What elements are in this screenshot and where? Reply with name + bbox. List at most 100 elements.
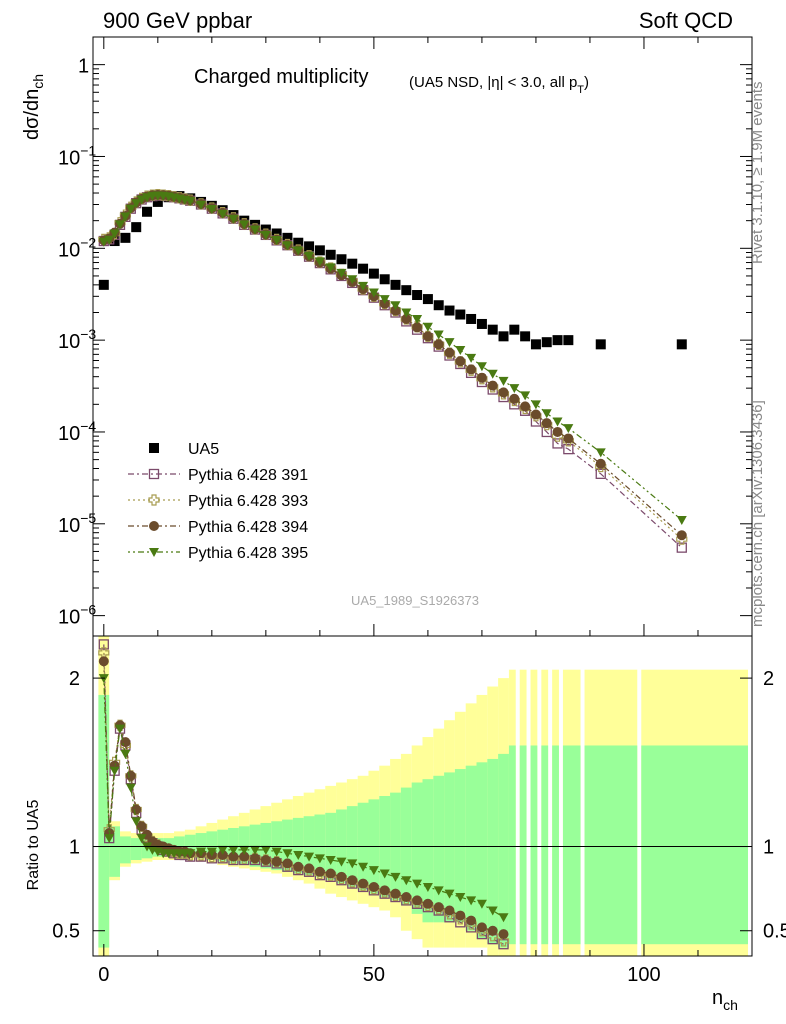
ratio-series-line xyxy=(103,661,504,935)
side-label-rivet: Rivet 3.1.10, ≥ 1.9M events xyxy=(749,82,766,265)
main-data-point xyxy=(595,339,606,350)
ratio-band-green-bin xyxy=(184,834,196,857)
main-data-point xyxy=(530,409,541,420)
ratio-data-point xyxy=(347,859,358,869)
main-data-point xyxy=(541,418,552,429)
ratio-frame xyxy=(92,635,753,957)
ratio-band-green-bin xyxy=(444,772,455,923)
ratio-data-point xyxy=(196,847,207,857)
main-data-point xyxy=(498,376,509,386)
ratio-data-point xyxy=(115,724,126,734)
main-data-point xyxy=(487,369,498,379)
main-ytick-label-exp: −1 xyxy=(80,142,96,158)
main-ytick-label-exp: −3 xyxy=(80,326,96,342)
ratio-data-point xyxy=(412,895,423,906)
main-data-point xyxy=(476,318,487,329)
ratio-data-point xyxy=(358,862,369,872)
ratio-data-point xyxy=(293,861,304,872)
ratio-band-green-bin xyxy=(217,829,229,862)
main-data-point xyxy=(433,330,444,340)
ratio-data-point xyxy=(444,905,455,916)
ratio-band-green-bin xyxy=(487,758,499,945)
main-data-point xyxy=(228,214,239,224)
main-data-point xyxy=(563,335,574,346)
ratio-data-point xyxy=(379,885,390,896)
main-data-point xyxy=(433,339,444,350)
ratio-band-green-bin xyxy=(282,819,293,872)
ratio-data-point xyxy=(336,857,347,867)
ratio-data-point xyxy=(336,871,347,882)
main-data-point xyxy=(260,230,271,240)
main-data-point xyxy=(314,245,325,256)
chart-subtitle-end: ) xyxy=(584,74,589,91)
ratio-data-point xyxy=(487,925,498,936)
ratio-band-green-bin xyxy=(238,826,250,866)
ratio-band-green-bin xyxy=(584,745,638,945)
legend-entry: UA5 xyxy=(149,441,219,458)
main-data-point xyxy=(217,209,228,219)
main-data-point xyxy=(541,409,552,419)
main-data-point xyxy=(455,309,466,320)
main-data-point xyxy=(676,542,687,553)
ratio-band-green-bin xyxy=(433,775,445,923)
ratio-data-point xyxy=(206,847,217,857)
ratio-data-point xyxy=(98,656,109,667)
ratio-data-point xyxy=(390,872,401,882)
main-ylabel-text: dσ/dn xyxy=(21,89,43,140)
ratio-data-point xyxy=(125,783,136,793)
ratio-band-green-bin xyxy=(641,745,748,945)
main-data-point xyxy=(455,356,466,367)
legend-entry: Pythia 6.428 394 xyxy=(128,519,308,536)
main-data-point xyxy=(336,268,347,278)
ratio-bands xyxy=(98,636,748,956)
main-series-layer xyxy=(98,188,688,553)
ratio-data-point xyxy=(412,879,423,889)
legend-marker xyxy=(149,443,159,453)
ratio-data-point xyxy=(401,892,412,903)
ratio-band-green-bin xyxy=(519,745,527,945)
ratio-data-point xyxy=(455,910,466,921)
legend-entry: Pythia 6.428 391 xyxy=(128,467,308,484)
main-data-point xyxy=(347,258,358,269)
ratio-band-green-bin xyxy=(228,828,239,864)
main-data-point xyxy=(541,337,552,348)
ratio-data-point xyxy=(250,853,261,864)
xlabel-text: n xyxy=(712,987,723,1009)
ratio-band-green-bin xyxy=(260,822,272,869)
legend-marker xyxy=(149,521,159,531)
xtick-label: 100 xyxy=(627,964,660,986)
ratio-band-green-bin xyxy=(562,745,581,945)
ratio-series-layer xyxy=(98,639,510,950)
main-data-point xyxy=(552,426,563,437)
ratio-data-point xyxy=(487,906,498,916)
ratio-data-point xyxy=(271,856,282,867)
ratio-data-point xyxy=(379,869,390,879)
legend-label: UA5 xyxy=(188,441,219,458)
ratio-band-green-bin xyxy=(120,836,131,864)
main-data-point xyxy=(595,458,606,469)
ratio-band-green-bin xyxy=(454,769,466,923)
ratio-data-point xyxy=(120,749,131,759)
main-ytick-label: 1 xyxy=(78,56,89,78)
ratio-band-green-bin xyxy=(314,814,326,877)
ratio-data-point xyxy=(498,939,509,950)
main-ylabel: dσ/dnch xyxy=(21,74,46,140)
main-data-point xyxy=(98,279,109,290)
legend-marker xyxy=(148,468,160,480)
ratio-series-3 xyxy=(98,674,509,923)
main-data-point xyxy=(530,400,541,410)
main-data-point xyxy=(595,468,606,479)
ratio-ylabel: Ratio to UA5 xyxy=(25,800,42,891)
ratio-data-point xyxy=(444,889,455,899)
main-ytick-label: 10−1 xyxy=(58,142,96,169)
main-ytick-label: 10−5 xyxy=(58,510,96,537)
main-series-2 xyxy=(98,188,688,545)
chart-subtitle: (UA5 NSD, |η| < 3.0, all p xyxy=(409,74,577,91)
xtick-label: 0 xyxy=(98,964,109,986)
ratio-data-point xyxy=(271,847,282,857)
ratio-data-point xyxy=(314,866,325,877)
ratio-band-green-bin xyxy=(206,831,218,860)
main-data-point xyxy=(282,241,293,251)
main-data-point xyxy=(563,424,574,434)
